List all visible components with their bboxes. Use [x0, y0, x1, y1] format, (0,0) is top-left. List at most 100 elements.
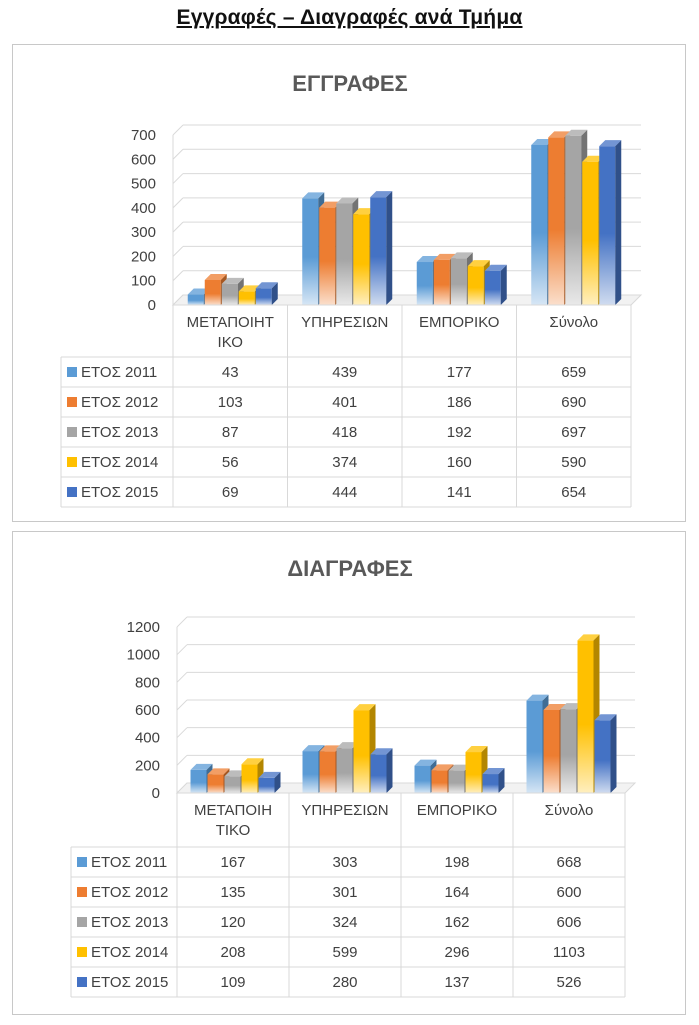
y-tick-label: 800 — [135, 674, 160, 691]
bar-top — [482, 768, 505, 775]
bar-front — [482, 774, 499, 793]
bar-top — [416, 256, 439, 263]
bar-top — [526, 694, 549, 701]
legend-label: ΕΤΟΣ 2012 — [81, 394, 158, 411]
legend-label: ΕΤΟΣ 2013 — [81, 424, 158, 441]
bar-front — [467, 266, 484, 305]
bar — [482, 768, 505, 793]
data-label: 296 — [444, 944, 469, 961]
data-label: 526 — [556, 974, 581, 991]
bar-side — [610, 714, 617, 793]
legend-swatch — [67, 457, 77, 467]
bar-top — [302, 192, 325, 199]
legend-label: ΕΤΟΣ 2015 — [81, 484, 158, 501]
gridline-side — [172, 246, 184, 257]
bar-top — [238, 285, 261, 292]
data-label: 160 — [447, 454, 472, 471]
bar-front — [548, 137, 565, 305]
category-label: ΜΕΤΑΠΟΙΗ — [194, 802, 272, 819]
data-label: 324 — [332, 914, 357, 931]
bar-front — [190, 769, 207, 793]
data-table: ΜΕΤΑΠΟΙΗΤ ΙΚΟ ΥΠΗΡΕΣΙΩΝ ΕΜΠΟΡΙΚΟ Σύνολο ΕΤΟΣ … — [60, 304, 632, 508]
legend-label: ΕΤΟΣ 2014 — [81, 454, 158, 471]
bar-front — [302, 751, 319, 793]
category-label: ΜΕΤΑΠΟΙΗΤ — [187, 314, 274, 331]
data-label: 659 — [561, 364, 586, 381]
gridline-side — [176, 644, 188, 656]
bar-front — [565, 135, 582, 305]
data-label: 69 — [222, 484, 239, 501]
bar-front — [433, 259, 450, 305]
legend-swatch — [77, 947, 87, 957]
bar-top — [302, 745, 325, 752]
data-label: 606 — [556, 914, 581, 931]
bar-front — [431, 770, 448, 793]
data-label: 137 — [444, 974, 469, 991]
bar — [370, 748, 393, 793]
deletions-chart-panel: ΔΙΑΓΡΑΦΕΣ 0 200 400 600 800 1000 1200 ΜΕΤΑΠΟΙΗ ΤΙ… — [12, 531, 686, 1015]
data-label: 208 — [220, 944, 245, 961]
bar-top — [531, 138, 554, 145]
data-label: 192 — [447, 424, 472, 441]
gridline-side — [172, 197, 184, 209]
data-label: 177 — [447, 364, 472, 381]
bar-top — [431, 764, 454, 771]
bar-front — [319, 207, 336, 305]
bar-top — [204, 273, 227, 280]
gridline-side — [172, 148, 184, 160]
data-label: 103 — [218, 394, 243, 411]
data-label: 697 — [561, 424, 586, 441]
bar — [255, 282, 278, 305]
y-tick-label: 400 — [135, 730, 160, 747]
data-label: 280 — [332, 974, 357, 991]
chart-title: ΔΙΑΓΡΑΦΕΣ — [287, 556, 412, 581]
registrations-chart-panel: ΕΓΓΡΑΦΕΣ 0 100 200 300 400 500 600 700 ΜΕΤΑΠΟΙΗΤ Ι… — [12, 44, 686, 522]
bar-top — [594, 714, 617, 721]
data-label: 164 — [444, 884, 469, 901]
bar-top — [187, 288, 210, 295]
data-label: 654 — [561, 484, 586, 501]
gridline-side — [176, 699, 188, 711]
bar-front — [465, 752, 482, 793]
y-tick-label: 400 — [131, 200, 156, 217]
data-label: 374 — [332, 454, 357, 471]
bar-top — [370, 191, 393, 198]
category-label: Σύνολο — [549, 314, 598, 331]
gridline-side — [176, 727, 188, 739]
deletions-chart: ΔΙΑΓΡΑΦΕΣ 0 200 400 600 800 1000 1200 ΜΕΤΑΠΟΙΗ ΤΙ… — [70, 556, 637, 998]
y-tick-label: 500 — [131, 176, 156, 193]
category-label: Σύνολο — [545, 802, 594, 819]
data-label: 590 — [561, 454, 586, 471]
legend-swatch — [77, 917, 87, 927]
bar-top — [543, 704, 566, 710]
data-label: 599 — [332, 944, 357, 961]
bar-front — [241, 764, 258, 793]
bar-front — [319, 751, 336, 793]
category-label: ΥΠΗΡΕΣΙΩΝ — [301, 314, 388, 331]
data-label: 444 — [332, 484, 357, 501]
bar-front — [255, 288, 272, 305]
bar-top — [336, 197, 359, 204]
bar-top — [319, 201, 342, 208]
bar-top — [221, 277, 244, 284]
gridline-side — [172, 173, 184, 184]
bar-top — [448, 764, 471, 771]
data-label: 109 — [220, 974, 245, 991]
data-label: 668 — [556, 854, 581, 871]
y-tick-label: 1200 — [127, 619, 160, 636]
bar-front — [582, 161, 599, 305]
bar-top — [599, 140, 622, 147]
legend-label: ΕΤΟΣ 2011 — [81, 364, 157, 381]
y-tick-label: 300 — [131, 224, 156, 241]
y-tick-label: 100 — [131, 273, 156, 290]
legend-label: ΕΤΟΣ 2014 — [91, 944, 168, 961]
bar-side — [500, 264, 507, 305]
page-title: Εγγραφές – Διαγραφές ανά Τμήμα — [176, 6, 523, 29]
data-label: 198 — [444, 854, 469, 871]
data-label: 135 — [220, 884, 245, 901]
bar-front — [543, 710, 560, 793]
bar — [594, 714, 617, 793]
bar-top — [484, 264, 507, 271]
bar-top — [207, 768, 230, 775]
bar-front — [353, 710, 370, 793]
